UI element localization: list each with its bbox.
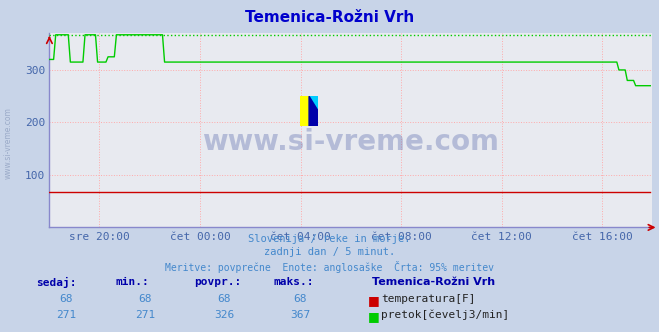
Text: 68: 68	[138, 294, 152, 304]
Text: www.si-vreme.com: www.si-vreme.com	[3, 107, 13, 179]
Text: 68: 68	[59, 294, 72, 304]
Text: 326: 326	[214, 310, 234, 320]
Text: Temenica-Rožni Vrh: Temenica-Rožni Vrh	[245, 10, 414, 25]
Polygon shape	[309, 96, 318, 126]
Text: Temenica-Rožni Vrh: Temenica-Rožni Vrh	[372, 277, 496, 287]
Text: pretok[čevelj3/min]: pretok[čevelj3/min]	[381, 310, 509, 320]
Text: Meritve: povprečne  Enote: anglosaške  Črta: 95% meritev: Meritve: povprečne Enote: anglosaške Črt…	[165, 261, 494, 273]
Text: povpr.:: povpr.:	[194, 277, 242, 287]
Text: 68: 68	[293, 294, 306, 304]
Text: temperatura[F]: temperatura[F]	[381, 294, 475, 304]
Text: 271: 271	[56, 310, 76, 320]
Text: min.:: min.:	[115, 277, 149, 287]
Text: Slovenija / reke in morje.: Slovenija / reke in morje.	[248, 234, 411, 244]
Text: ■: ■	[368, 294, 380, 307]
Text: sedaj:: sedaj:	[36, 277, 76, 288]
Text: ■: ■	[368, 310, 380, 323]
Text: maks.:: maks.:	[273, 277, 314, 287]
Text: 367: 367	[290, 310, 310, 320]
Text: 68: 68	[217, 294, 231, 304]
Text: zadnji dan / 5 minut.: zadnji dan / 5 minut.	[264, 247, 395, 257]
Polygon shape	[309, 96, 318, 111]
Text: www.si-vreme.com: www.si-vreme.com	[202, 128, 500, 156]
Text: 271: 271	[135, 310, 155, 320]
